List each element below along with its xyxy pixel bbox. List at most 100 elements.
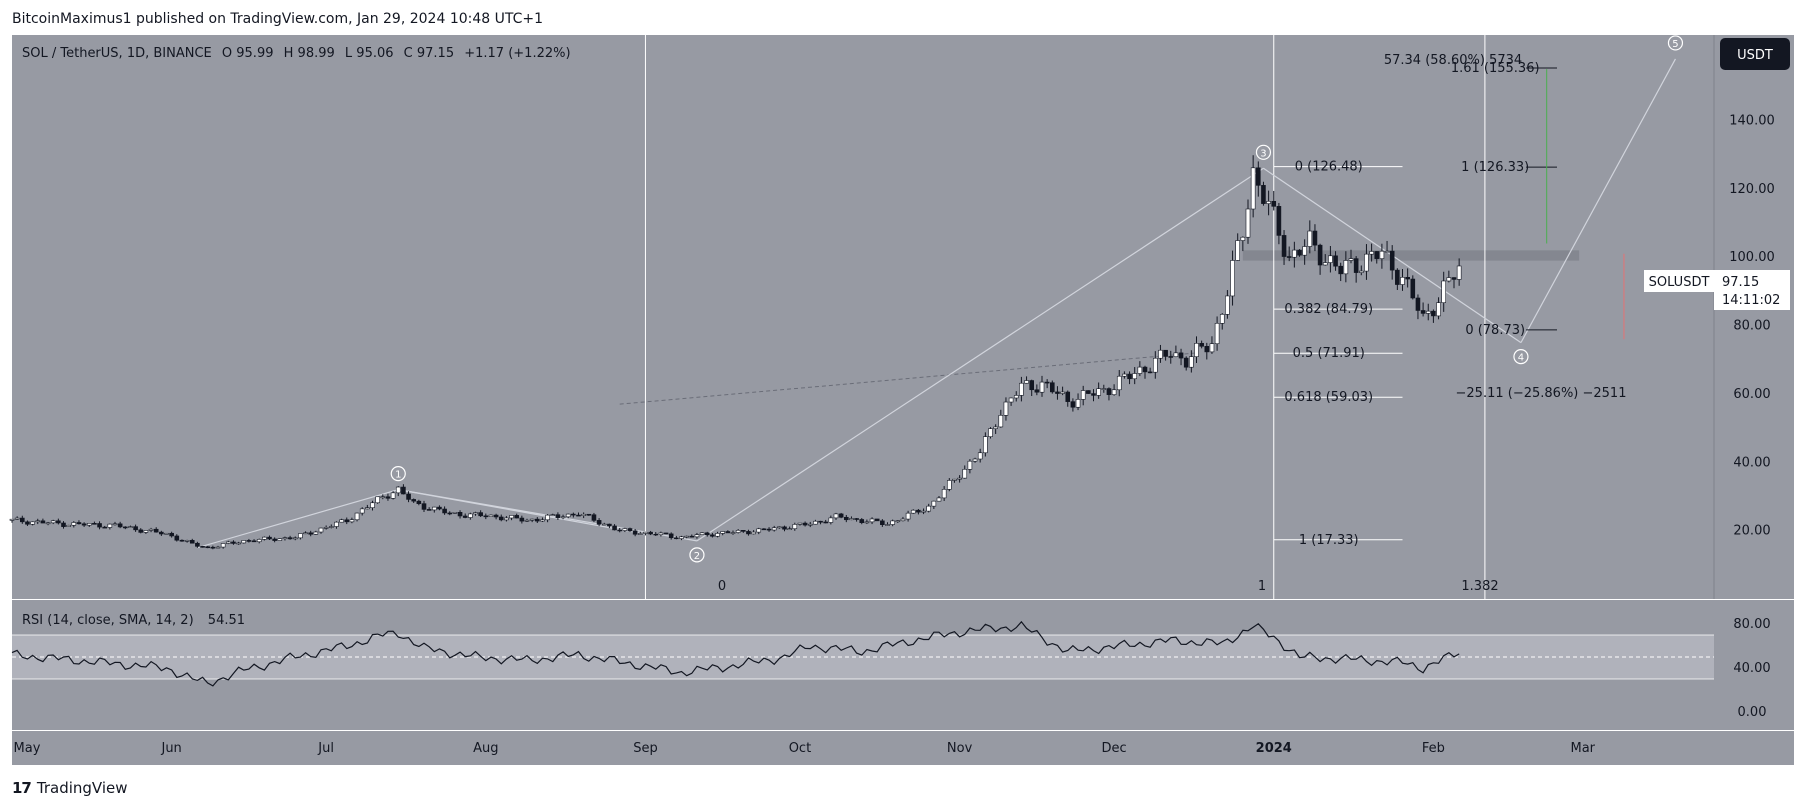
candle[interactable] [704,532,710,536]
candle[interactable] [426,509,432,511]
candle[interactable] [818,520,823,523]
candle[interactable] [334,521,339,527]
candle[interactable] [1127,373,1132,380]
candle[interactable] [354,512,360,521]
candle[interactable] [303,532,308,535]
candle[interactable] [895,520,901,523]
tradingview-brand[interactable]: 17 TradingView [12,779,128,797]
candle[interactable] [1070,401,1076,408]
candle[interactable] [226,541,231,544]
candle[interactable] [19,517,25,523]
candle[interactable] [813,520,818,525]
candle[interactable] [560,516,566,519]
candle[interactable] [359,508,365,514]
candle[interactable] [1075,399,1081,408]
candle[interactable] [1116,375,1122,391]
candle[interactable] [1147,371,1153,374]
candle[interactable] [1420,310,1426,314]
candle[interactable] [874,518,880,522]
candle[interactable] [905,512,911,520]
candle[interactable] [653,533,659,536]
candle[interactable] [488,514,494,517]
candle[interactable] [1003,401,1009,416]
candle[interactable] [1353,258,1359,273]
candle[interactable] [236,542,241,545]
candle[interactable] [143,530,149,533]
candle[interactable] [153,528,159,533]
wave-line[interactable] [197,489,399,549]
candle[interactable] [529,518,535,521]
candle[interactable] [1297,249,1302,256]
candle[interactable] [483,515,489,518]
rsi-title[interactable]: RSI (14, close, SMA, 14, 2) [22,613,194,628]
candle[interactable] [699,532,705,535]
candle[interactable] [117,523,123,528]
candle[interactable] [478,512,483,517]
candle[interactable] [1286,256,1292,258]
candle[interactable] [596,520,602,525]
resistance-zone[interactable] [1242,250,1580,261]
candle[interactable] [169,532,174,537]
candle[interactable] [1060,391,1065,394]
wave-line[interactable] [398,489,646,535]
candle[interactable] [1122,373,1127,377]
candle[interactable] [1183,357,1189,368]
candle[interactable] [514,515,520,519]
candle[interactable] [828,517,834,523]
candle[interactable] [957,477,962,480]
candle[interactable] [138,529,144,533]
candle[interactable] [565,513,571,518]
candle[interactable] [416,500,422,504]
candle[interactable] [607,523,612,527]
candle[interactable] [401,486,406,495]
candle[interactable] [1338,265,1343,275]
candle[interactable] [988,428,993,437]
candle[interactable] [1044,381,1050,384]
candle[interactable] [823,521,829,524]
candle[interactable] [797,522,803,525]
candle[interactable] [1312,230,1318,246]
candle[interactable] [637,533,643,535]
candle[interactable] [468,513,473,518]
candle[interactable] [1446,277,1452,282]
candle[interactable] [1178,352,1184,359]
candle[interactable] [1364,253,1369,272]
candle[interactable] [1281,235,1287,257]
candle[interactable] [601,523,607,526]
candle[interactable] [668,533,674,539]
candle[interactable] [498,516,504,521]
candle[interactable] [843,516,849,521]
candle[interactable] [1204,345,1210,353]
price-axis[interactable] [1714,35,1794,599]
candle[interactable] [452,512,458,514]
candle[interactable] [1400,277,1405,285]
candle[interactable] [1008,397,1014,403]
candle[interactable] [97,523,102,528]
candle[interactable] [1137,366,1143,374]
candle[interactable] [869,518,875,523]
candle[interactable] [56,520,61,524]
candle[interactable] [246,540,252,542]
candle[interactable] [231,541,236,544]
candle[interactable] [385,496,391,499]
candle[interactable] [761,528,767,531]
candle[interactable] [833,513,839,519]
candle[interactable] [1086,390,1091,394]
candle[interactable] [339,519,344,523]
candle[interactable] [1328,255,1333,263]
candle[interactable] [792,524,798,530]
candle[interactable] [1013,395,1019,399]
candle[interactable] [1302,246,1307,256]
candle[interactable] [493,514,499,518]
candle[interactable] [838,513,844,518]
candle[interactable] [576,514,581,517]
candle[interactable] [1230,260,1235,297]
candle[interactable] [684,535,689,538]
candle[interactable] [282,537,288,540]
candle[interactable] [1451,277,1457,280]
candle[interactable] [328,526,334,528]
candle[interactable] [76,522,82,525]
wave-line[interactable] [696,167,1264,542]
candle[interactable] [390,492,396,499]
candle[interactable] [92,523,97,525]
